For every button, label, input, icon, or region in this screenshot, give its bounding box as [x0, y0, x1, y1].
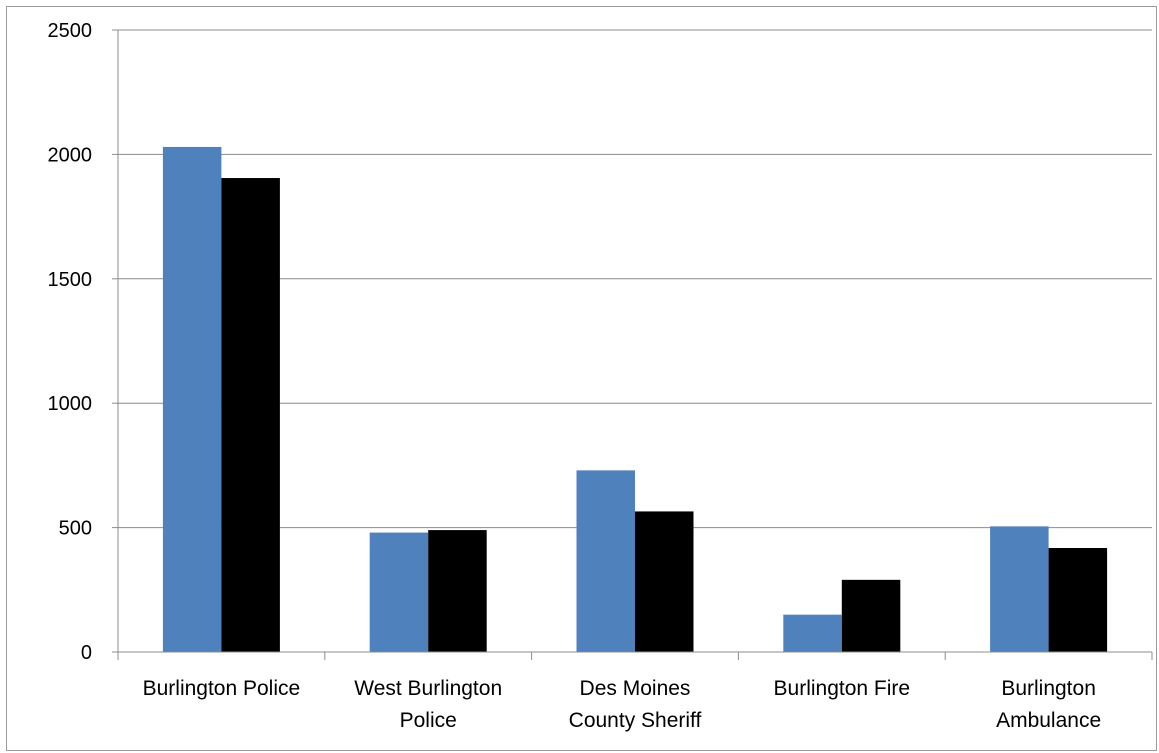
y-tick-label: 2000: [48, 144, 93, 166]
x-category-label: West Burlington: [354, 677, 502, 700]
x-category-labels: Burlington Police West Burlington Police De…: [143, 677, 1102, 732]
y-tick-label: 500: [59, 518, 92, 540]
bar: [841, 579, 901, 652]
y-tick-label: 1500: [48, 269, 93, 291]
bar: [221, 178, 280, 652]
x-category-label: Des Moines: [580, 677, 691, 700]
x-category-label: Burlington Fire: [774, 677, 911, 700]
bar: [428, 530, 487, 652]
bar: [162, 146, 222, 652]
bar: [990, 526, 1049, 652]
x-category-label: Burlington Police: [143, 677, 301, 700]
bar: [369, 532, 429, 652]
bar: [1048, 548, 1108, 652]
y-tick-label: 1000: [48, 393, 93, 415]
x-category-label: Police: [400, 709, 457, 732]
bars: [162, 146, 1108, 652]
bar: [635, 511, 694, 652]
y-tick-label: 2500: [48, 20, 93, 42]
y-tick-label: 0: [81, 642, 92, 664]
bar: [576, 470, 635, 652]
x-category-label: County Sheriff: [569, 709, 702, 732]
axes: [112, 29, 1153, 660]
gridlines: [118, 29, 1152, 529]
x-category-label: Ambulance: [996, 709, 1101, 732]
y-tick-labels: 0 500 1000 1500 2000 2500: [48, 20, 93, 664]
x-category-label: Burlington: [1001, 677, 1096, 700]
bar: [783, 614, 842, 652]
